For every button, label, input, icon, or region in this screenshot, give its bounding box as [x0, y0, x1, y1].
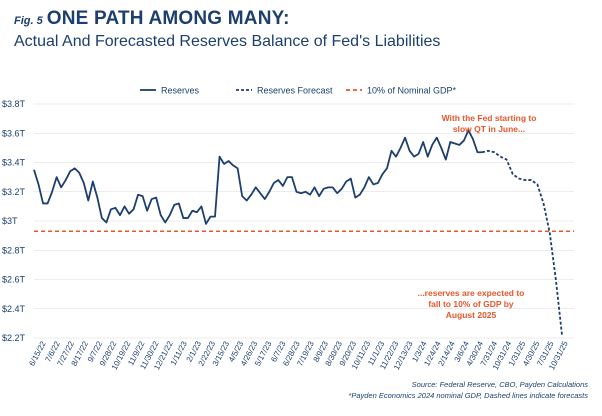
legend-item-gdp-label: 10% of Nominal GDP*	[367, 86, 457, 96]
y-tick-label: $2.6T	[2, 275, 26, 285]
annotation-2-line: August 2025	[446, 310, 497, 320]
y-tick-label: $3.2T	[2, 187, 26, 197]
gridlines	[34, 103, 574, 339]
y-axis-tick-labels: $2.2T $2.4T $2.6T $2.8T $3T $3.2T $3.4T $3.6T $3…	[2, 99, 26, 343]
footnote: *Payden Economics 2024 nominal GDP, Dash…	[348, 391, 588, 400]
legend: Reserves Reserves Forecast 10% of Nominal …	[140, 86, 457, 96]
source-note: Source: Federal Reserve, CBO, Payden Cal…	[411, 380, 588, 389]
x-tick-label: 6/15/22	[27, 339, 48, 367]
y-tick-label: $3.6T	[2, 128, 26, 138]
y-tick-label: $2.8T	[2, 245, 26, 255]
legend-item-reserves-label: Reserves	[161, 86, 200, 96]
y-tick-label: $2.4T	[2, 304, 26, 314]
figure-number: Fig. 5	[14, 15, 43, 27]
y-tick-label: $3.4T	[2, 158, 26, 168]
chart-subtitle: Actual And Forecasted Reserves Balance o…	[14, 33, 441, 50]
y-tick-label: $2.2T	[2, 333, 26, 343]
chart-heading: Fig. 5 ONE PATH AMONG MANY: Actual And Fo…	[14, 8, 440, 51]
annotation-1-line: With the Fed starting to	[442, 113, 537, 123]
annotation-2-line: fall to 10% of GDP by	[428, 299, 514, 309]
chart-title: ONE PATH AMONG MANY:	[46, 8, 290, 29]
chart-footer: Source: Federal Reserve, CBO, Payden Cal…	[348, 379, 588, 401]
legend-item-reserves-forecast-label: Reserves Forecast	[257, 86, 333, 96]
x-axis-tick-labels: 6/15/227/6/227/27/228/17/229/7/229/28/22…	[27, 339, 570, 371]
annotation-2-line: ...reserves are expected to	[418, 288, 525, 298]
series-line-reserves	[33, 129, 482, 225]
series-line-reserves-forecast	[481, 149, 563, 336]
series-lines	[33, 129, 574, 336]
y-tick-label: $3T	[2, 216, 18, 226]
annotation-1-line: slow QT in June...	[453, 124, 525, 134]
y-tick-label: $3.8T	[2, 99, 26, 109]
title-line: Fig. 5 ONE PATH AMONG MANY:	[14, 8, 440, 30]
